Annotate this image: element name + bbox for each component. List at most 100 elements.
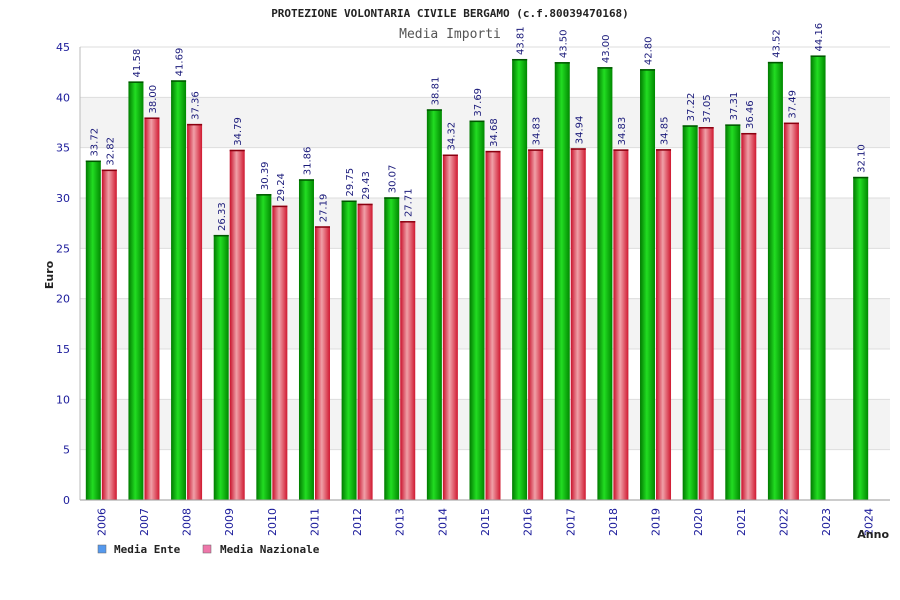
value-label-media-nazionale-2015: 34.68 — [489, 118, 500, 147]
bar-media-ente-2024 — [853, 176, 869, 501]
value-label-media-nazionale-2017: 34.94 — [574, 116, 585, 145]
chart-subtitle: Media Importi — [399, 27, 501, 42]
bar-top-edge — [741, 132, 757, 135]
bar-top-edge — [272, 205, 288, 208]
bar-media-nazionale-2013 — [400, 221, 416, 500]
value-label-media-nazionale-2013: 27.71 — [404, 188, 415, 217]
bar-media-ente-2018 — [597, 67, 613, 500]
y-tick-label: 15 — [56, 343, 70, 356]
x-tick-label-2023: 2023 — [820, 508, 833, 536]
bar-media-nazionale-2012 — [357, 203, 373, 500]
value-label-media-nazionale-2014: 34.32 — [446, 122, 457, 151]
value-label-media-nazionale-2008: 37.36 — [191, 91, 202, 120]
bar-media-nazionale-2020 — [698, 127, 714, 500]
value-label-media-ente-2018: 43.00 — [601, 34, 612, 63]
bar-media-nazionale-2017 — [570, 148, 586, 500]
bar-media-nazionale-2015 — [485, 150, 501, 500]
bar-top-edge — [810, 55, 826, 57]
x-tick-label-2015: 2015 — [479, 508, 492, 536]
bar-media-ente-2007 — [128, 81, 144, 500]
legend-label-media-nazionale: Media Nazionale — [220, 543, 320, 556]
bar-media-nazionale-2006 — [101, 169, 117, 500]
bar-top-edge — [213, 234, 229, 237]
x-tick-label-2017: 2017 — [564, 508, 577, 536]
bar-media-ente-2023 — [810, 55, 826, 501]
bar-top-edge — [698, 127, 714, 129]
bar-top-edge — [725, 124, 741, 126]
x-tick-label-2018: 2018 — [607, 508, 620, 536]
bar-media-ente-2021 — [725, 124, 741, 501]
value-label-media-nazionale-2012: 29.43 — [361, 171, 372, 200]
bar-top-edge — [767, 61, 783, 64]
chart-title: PROTEZIONE VOLONTARIA CIVILE BERGAMO (c.… — [271, 7, 629, 20]
bar-top-edge — [144, 117, 160, 119]
value-label-media-ente-2012: 29.75 — [345, 168, 356, 197]
bar-media-ente-2010 — [256, 194, 272, 500]
bar-media-ente-2006 — [85, 160, 101, 500]
x-tick-label-2010: 2010 — [266, 508, 279, 536]
bar-top-edge — [85, 160, 101, 163]
x-tick-label-2012: 2012 — [351, 508, 364, 536]
value-label-media-ente-2009: 26.33 — [217, 202, 228, 231]
bar-top-edge — [101, 169, 117, 172]
x-tick-label-2014: 2014 — [436, 508, 449, 536]
value-label-media-ente-2022: 43.52 — [771, 29, 782, 58]
bar-top-edge — [256, 194, 272, 196]
value-label-media-nazionale-2011: 27.19 — [318, 194, 329, 223]
x-tick-label-2020: 2020 — [692, 508, 705, 536]
bar-media-ente-2012 — [341, 200, 357, 500]
legend: Media Ente Media Nazionale — [97, 543, 320, 556]
bar-media-ente-2022 — [767, 61, 783, 500]
bar-media-nazionale-2018 — [613, 149, 629, 501]
bar-top-edge — [357, 203, 373, 206]
bar-top-edge — [570, 148, 586, 150]
bar-top-edge — [656, 149, 672, 151]
bar-media-nazionale-2010 — [272, 205, 288, 500]
bars — [85, 55, 869, 501]
value-label-media-nazionale-2009: 34.79 — [233, 117, 244, 146]
bar-top-edge — [512, 58, 528, 61]
bar-media-nazionale-2011 — [314, 226, 330, 500]
value-labels: 33.72 32.82 41.58 38.00 41.69 37.36 26.33 34.79… — [89, 23, 867, 231]
bar-top-edge — [853, 176, 869, 179]
bar-media-ente-2014 — [426, 109, 442, 500]
x-tick-label-2013: 2013 — [394, 508, 407, 536]
bar-top-edge — [229, 149, 245, 152]
bar-media-ente-2016 — [512, 58, 528, 500]
value-label-media-nazionale-2021: 36.46 — [745, 100, 756, 129]
y-tick-label: 45 — [56, 41, 70, 54]
bar-media-nazionale-2008 — [187, 123, 203, 500]
bar-media-ente-2020 — [682, 125, 698, 500]
bar-top-edge — [384, 197, 400, 199]
value-label-media-ente-2019: 42.80 — [644, 37, 655, 66]
value-label-media-ente-2010: 30.39 — [260, 161, 271, 190]
x-tick-label-2011: 2011 — [308, 508, 321, 536]
y-axis-label: Euro — [43, 260, 56, 289]
bar-media-ente-2015 — [469, 120, 485, 500]
bar-top-edge — [528, 149, 544, 151]
bar-top-edge — [400, 221, 416, 223]
bar-media-nazionale-2016 — [528, 149, 544, 501]
bar-top-edge — [682, 125, 698, 127]
x-axis-label: Anno — [857, 528, 889, 541]
value-label-media-nazionale-2018: 34.83 — [617, 117, 628, 146]
bar-top-edge — [613, 149, 629, 151]
bar-top-edge — [298, 179, 314, 181]
x-tick-label-2019: 2019 — [650, 508, 663, 536]
value-label-media-nazionale-2020: 37.05 — [702, 94, 713, 123]
bar-top-edge — [128, 81, 144, 83]
value-label-media-ente-2007: 41.58 — [132, 49, 143, 78]
bar-top-edge — [187, 123, 203, 126]
bar-top-edge — [554, 62, 570, 64]
bar-media-ente-2011 — [298, 179, 314, 500]
value-label-media-nazionale-2007: 38.00 — [148, 85, 159, 114]
y-tick-label: 25 — [56, 242, 70, 255]
bar-media-ente-2009 — [213, 234, 229, 500]
bar-top-edge — [341, 200, 357, 203]
x-tick-label-2016: 2016 — [522, 508, 535, 536]
x-axis-ticks: 2006 2007 2008 2009 2010 2011 2012 2013 2014 2015… — [95, 508, 875, 536]
bar-media-ente-2019 — [640, 69, 656, 500]
bar-top-edge — [426, 109, 442, 111]
x-tick-label-2022: 2022 — [777, 508, 790, 536]
